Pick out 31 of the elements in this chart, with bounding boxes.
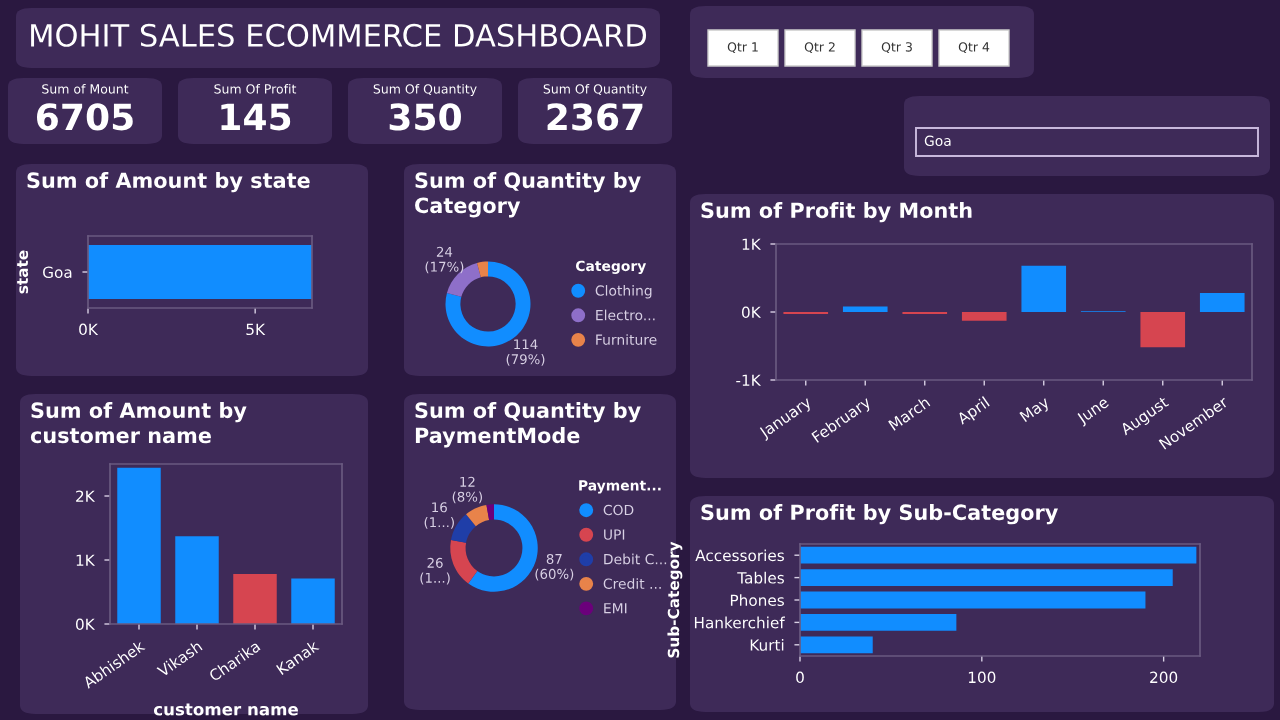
bar <box>291 578 335 624</box>
x-axis-title: customer name <box>153 703 298 716</box>
donut-slice <box>450 514 476 543</box>
chart-title: Sum of Amount by state <box>27 172 310 193</box>
donut-slice <box>477 261 488 278</box>
chart-title: Sum of Profit by Month <box>701 202 972 223</box>
chart-title: Sum of Profit by Sub-Category <box>701 504 1058 525</box>
bar <box>117 467 161 624</box>
bar <box>175 536 219 624</box>
chart-title: Sum of Quantity by PaymentMode <box>415 402 641 448</box>
donut-slice <box>450 539 478 584</box>
data-label: 350 <box>389 103 461 131</box>
data-label: 6705 <box>36 103 133 131</box>
donut-slice <box>466 504 490 527</box>
chart-title: Sum of Amount by customer name <box>30 402 247 444</box>
data-label: 145 <box>221 103 291 131</box>
bar <box>961 312 1007 321</box>
data-label: 2367 <box>547 103 643 131</box>
text: MOHIT SALES ECOMMERCE DASHBOARD <box>31 23 647 47</box>
bar <box>1199 292 1245 312</box>
bar <box>800 636 873 654</box>
bar <box>1021 265 1067 312</box>
bar <box>800 614 957 631</box>
chart-title: Sum of Quantity by Category <box>415 172 641 218</box>
donut-slice <box>486 504 494 520</box>
bar <box>800 569 1173 586</box>
bar <box>233 574 277 624</box>
bar <box>842 306 888 312</box>
bar <box>800 591 1146 609</box>
bar <box>1140 312 1186 348</box>
donut-slice <box>468 504 538 592</box>
